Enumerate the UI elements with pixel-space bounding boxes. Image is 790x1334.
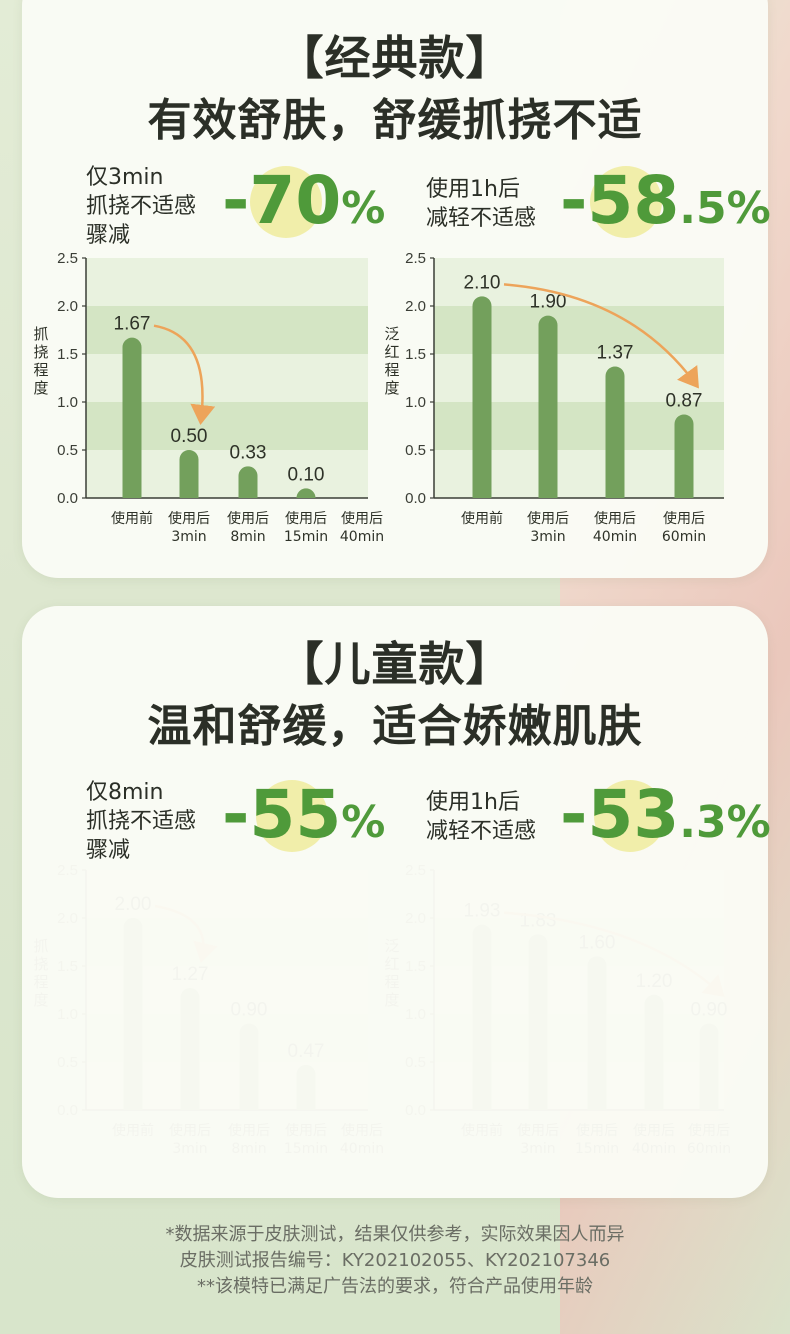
y-tick-label: 1.5 bbox=[405, 346, 426, 363]
y-tick-label: 2.5 bbox=[57, 250, 78, 267]
bar-value-label: 1.67 bbox=[114, 314, 151, 335]
y-tick-label: 2.0 bbox=[57, 298, 78, 315]
trend-arrow bbox=[503, 283, 699, 389]
y-axis-label-char: 抓 bbox=[33, 325, 48, 343]
y-axis-label-char: 程 bbox=[33, 361, 48, 379]
kids-stat-left-label: 仅8min 抓挠不适感 骤减 bbox=[86, 780, 197, 863]
bar-value-label: 1.90 bbox=[530, 292, 567, 313]
x-tick-label: 使用后 bbox=[663, 510, 705, 527]
x-tick-label: 使用后 bbox=[227, 510, 269, 527]
y-tick-label: 0.0 bbox=[57, 490, 78, 507]
kids-card: 【儿童款】 温和舒缓，适合娇嫩肌肤 bbox=[22, 606, 768, 1198]
bar bbox=[605, 366, 625, 498]
bar bbox=[538, 315, 558, 498]
classic-stat-right-label: 使用1h后 减轻不适感 bbox=[426, 177, 537, 231]
y-axis-label-char: 程 bbox=[384, 361, 399, 379]
highlight-circle bbox=[594, 780, 666, 852]
y-axis-label-char: 红 bbox=[384, 343, 399, 361]
y-tick-label: 1.0 bbox=[57, 394, 78, 411]
y-axis-label-char: 泛 bbox=[384, 325, 399, 343]
x-tick-label: 60min bbox=[662, 529, 706, 545]
kids-stat-right-label: 使用1h后 减轻不适感 bbox=[426, 790, 537, 844]
bar bbox=[122, 337, 142, 498]
bar-value-label: 0.50 bbox=[171, 426, 208, 447]
y-axis-label-char: 挠 bbox=[33, 343, 48, 361]
bar-value-label: 2.10 bbox=[464, 272, 501, 293]
y-tick-label: 0.5 bbox=[57, 442, 78, 459]
x-tick-label: 使用前 bbox=[111, 510, 153, 527]
y-tick-label: 2.0 bbox=[405, 298, 426, 315]
x-tick-label: 3min bbox=[530, 529, 565, 545]
x-tick-label: 8min bbox=[230, 529, 265, 545]
footnotes: *数据来源于皮肤测试，结果仅供参考，实际效果因人而异 皮肤测试报告编号：KY20… bbox=[0, 1222, 790, 1300]
bar-value-label: 0.87 bbox=[666, 390, 703, 411]
classic-title: 【经典款】 bbox=[277, 31, 513, 85]
x-tick-label: 使用后 bbox=[341, 510, 383, 527]
x-tick-label: 40min bbox=[593, 529, 637, 545]
highlight-circle bbox=[256, 780, 328, 852]
kids-title: 【儿童款】 bbox=[277, 637, 513, 691]
grid-band bbox=[86, 258, 368, 306]
x-tick-label: 15min bbox=[284, 529, 328, 545]
y-axis-label-char: 度 bbox=[384, 379, 399, 397]
bar bbox=[179, 450, 199, 498]
y-tick-label: 1.5 bbox=[57, 346, 78, 363]
highlight-circle bbox=[250, 166, 322, 238]
y-tick-label: 0.5 bbox=[405, 442, 426, 459]
kids-stat-left-value: -55% bbox=[222, 776, 386, 853]
x-tick-label: 3min bbox=[171, 529, 206, 545]
classic-stat-left-label: 仅3min 抓挠不适感 骤减 bbox=[86, 165, 197, 248]
classic-subtitle: 有效舒肤，舒缓抓挠不适 bbox=[147, 95, 643, 146]
bar bbox=[238, 466, 258, 498]
footnote-line: **该模特已满足广告法的要求，符合产品使用年龄 bbox=[197, 1276, 593, 1297]
x-tick-label: 使用后 bbox=[527, 510, 569, 527]
y-axis-label-char: 度 bbox=[33, 379, 48, 397]
bar bbox=[674, 414, 694, 498]
y-tick-label: 0.0 bbox=[405, 490, 426, 507]
y-tick-label: 1.0 bbox=[405, 394, 426, 411]
classic-stat-left-value: -70% bbox=[222, 162, 386, 239]
kids-subtitle: 温和舒缓，适合娇嫩肌肤 bbox=[147, 701, 643, 752]
footnote-line: 皮肤测试报告编号：KY202102055、KY202107346 bbox=[179, 1250, 611, 1271]
classic-stat-right-value: -58.5% bbox=[560, 162, 771, 239]
x-tick-label: 使用后 bbox=[168, 510, 210, 527]
highlight-circle bbox=[590, 166, 662, 238]
y-tick-label: 2.5 bbox=[405, 250, 426, 267]
bar bbox=[296, 488, 316, 498]
x-tick-label: 40min bbox=[340, 529, 384, 545]
x-tick-label: 使用后 bbox=[285, 510, 327, 527]
kids-stat-right-value: -53.3% bbox=[560, 776, 771, 853]
bar-value-label: 0.10 bbox=[288, 464, 325, 485]
bar-value-label: 1.37 bbox=[597, 342, 634, 363]
x-tick-label: 使用前 bbox=[461, 510, 503, 527]
bar-value-label: 0.33 bbox=[230, 442, 267, 463]
bar bbox=[472, 296, 492, 498]
footnote-line: *数据来源于皮肤测试，结果仅供参考，实际效果因人而异 bbox=[165, 1224, 625, 1245]
x-tick-label: 使用后 bbox=[594, 510, 636, 527]
trend-arrow bbox=[153, 324, 216, 425]
